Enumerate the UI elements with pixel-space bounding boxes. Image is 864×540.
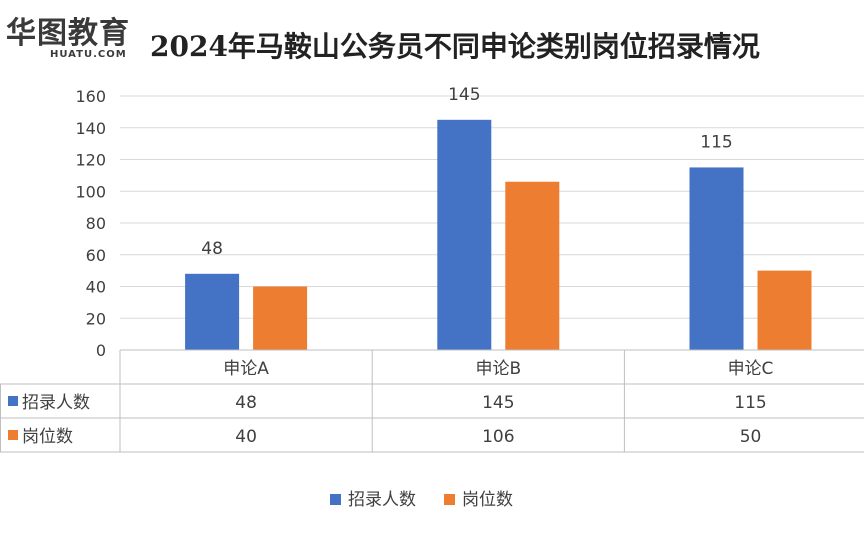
bar-series1	[689, 167, 744, 350]
data-labels: 48 145 115	[201, 85, 732, 259]
y-tick-label: 160	[75, 87, 106, 106]
table-cell: 50	[740, 427, 762, 447]
y-tick-label: 20	[86, 309, 106, 328]
table-series-name: 招录人数	[22, 393, 90, 413]
y-tick-label: 100	[75, 182, 106, 201]
data-label: 48	[201, 239, 223, 259]
y-axis: 0 20 40 60 80 100 120 140 160	[75, 87, 106, 360]
y-tick-label: 0	[96, 341, 106, 360]
bar-series2	[757, 270, 812, 350]
table-cell: 115	[734, 393, 766, 413]
data-label: 115	[700, 132, 732, 152]
legend-key	[330, 494, 341, 505]
y-tick-label: 40	[86, 278, 106, 297]
table-series-name: 岗位数	[22, 427, 73, 447]
category-label: 申论B	[475, 359, 521, 379]
legend-key	[444, 494, 455, 505]
bar-series1	[185, 273, 240, 350]
data-label: 145	[448, 85, 480, 105]
bars	[185, 119, 812, 350]
table-cell: 106	[482, 427, 514, 447]
y-tick-label: 80	[86, 214, 106, 233]
category-label: 申论A	[223, 359, 269, 379]
logo-main-text: 华图教育	[6, 16, 130, 51]
table-cell: 145	[482, 393, 514, 413]
chart-title: 2024年马鞍山公务员不同申论类别岗位招录情况	[150, 30, 760, 63]
y-tick-label: 120	[75, 151, 106, 170]
bar-series1	[437, 119, 492, 350]
legend-label: 招录人数	[348, 490, 416, 510]
legend-label: 岗位数	[462, 490, 513, 510]
huatu-logo: 华图教育 HUATU.COM	[6, 18, 146, 68]
table-legend-key	[8, 430, 18, 440]
y-tick-label: 60	[86, 246, 106, 265]
y-tick-label: 140	[75, 119, 106, 138]
logo-sub-text: HUATU.COM	[50, 49, 127, 60]
legend: 招录人数 岗位数	[330, 490, 513, 510]
data-table: 申论A 申论B 申论C 招录人数 48 145 115 岗位数 40 106 50	[0, 349, 864, 453]
bar-series2	[505, 181, 560, 350]
table-cell: 40	[235, 427, 257, 447]
table-cell: 48	[235, 393, 257, 413]
category-label: 申论C	[728, 359, 774, 379]
table-legend-key	[8, 396, 18, 406]
bar-series2	[253, 286, 308, 350]
